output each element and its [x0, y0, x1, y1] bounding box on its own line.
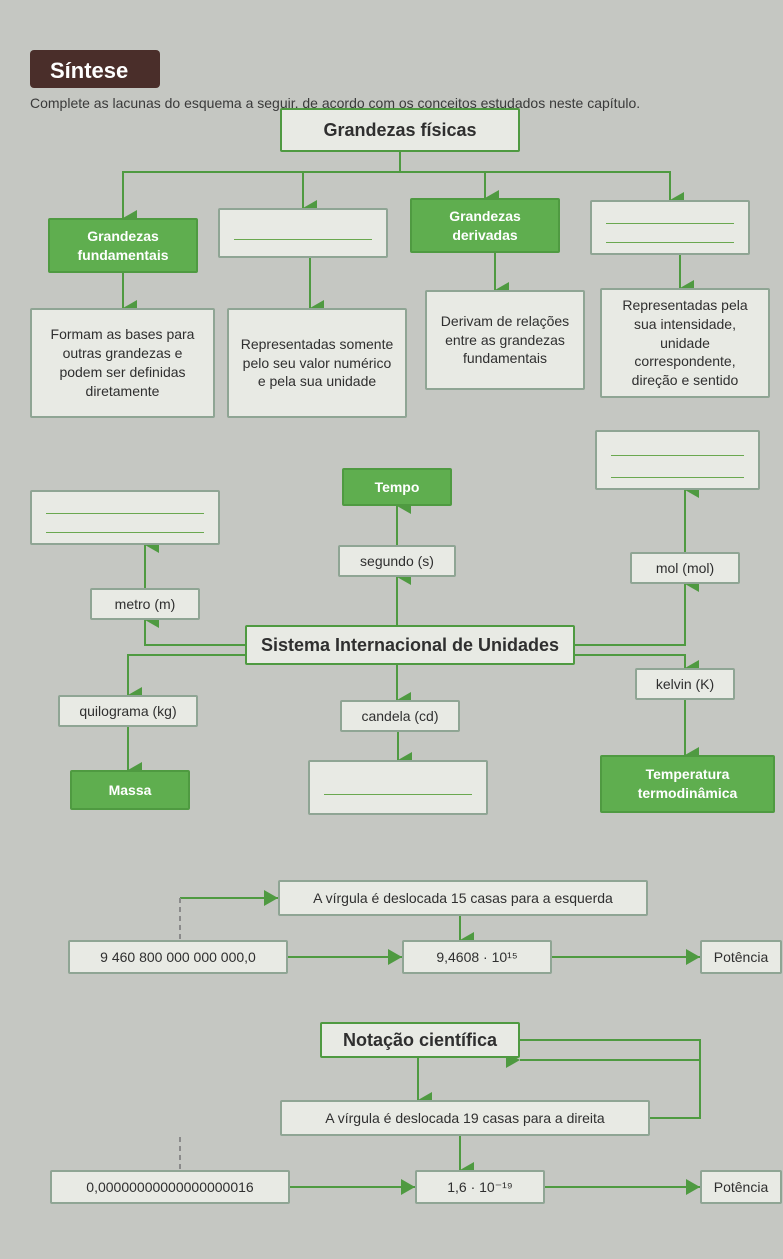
unit-kelvin: kelvin (K): [635, 668, 735, 700]
node-tempo: Tempo: [342, 468, 452, 506]
value-num1: 9 460 800 000 000 000,0: [68, 940, 288, 974]
blank-luminosidade[interactable]: [308, 760, 488, 815]
node-grandezas-fisicas: Grandezas físicas: [280, 108, 520, 152]
node-notacao-cientifica: Notação científica: [320, 1022, 520, 1058]
blank-substancia[interactable]: [595, 430, 760, 490]
blank-escalar[interactable]: [218, 208, 388, 258]
note-virgula-direita: A vírgula é deslocada 19 casas para a di…: [280, 1100, 650, 1136]
desc-escalar: Representadas somente pelo seu valor num…: [227, 308, 407, 418]
value-num2: 0,00000000000000000016: [50, 1170, 290, 1204]
node-si: Sistema Internacional de Unidades: [245, 625, 575, 665]
unit-segundo: segundo (s): [338, 545, 456, 577]
node-grandezas-fundamentais: Grandezas fundamentais: [48, 218, 198, 273]
node-grandezas-derivadas: Grandezas derivadas: [410, 198, 560, 253]
note-virgula-esquerda: A vírgula é deslocada 15 casas para a es…: [278, 880, 648, 916]
node-temperatura: Temperatura termodinâmica: [600, 755, 775, 813]
unit-quilograma: quilograma (kg): [58, 695, 198, 727]
desc-fundamentais: Formam as bases para outras grandezas e …: [30, 308, 215, 418]
label-potencia-2: Potência: [700, 1170, 782, 1204]
blank-comprimento[interactable]: [30, 490, 220, 545]
label-potencia-1: Potência: [700, 940, 782, 974]
blank-vetorial[interactable]: [590, 200, 750, 255]
unit-mol: mol (mol): [630, 552, 740, 584]
unit-candela: candela (cd): [340, 700, 460, 732]
desc-derivadas: Derivam de relações entre as grandezas f…: [425, 290, 585, 390]
node-massa: Massa: [70, 770, 190, 810]
value-sci1: 9,4608 · 10¹⁵: [402, 940, 552, 974]
value-sci2: 1,6 · 10⁻¹⁹: [415, 1170, 545, 1204]
unit-metro: metro (m): [90, 588, 200, 620]
desc-vetorial: Representadas pela sua intensidade, unid…: [600, 288, 770, 398]
sintese-tab: Síntese: [30, 50, 160, 88]
